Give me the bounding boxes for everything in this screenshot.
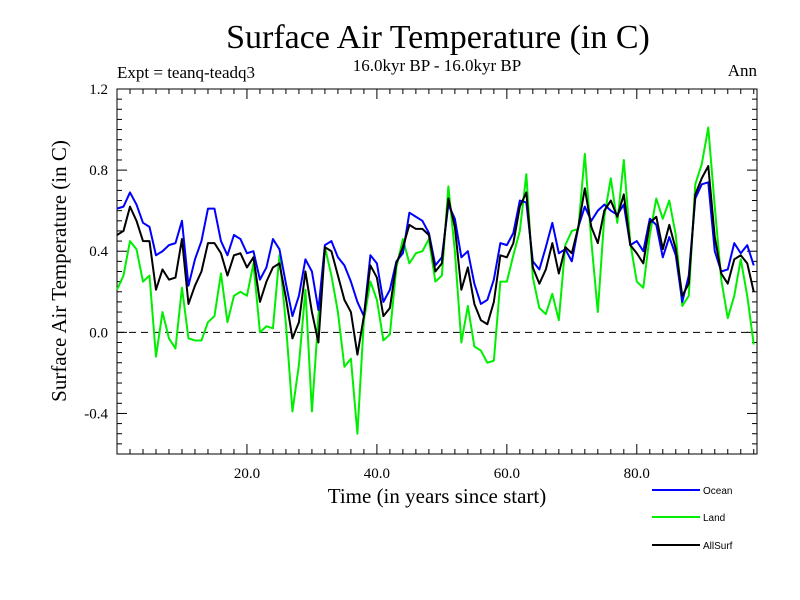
- x-tick-label: 80.0: [624, 466, 650, 482]
- series-line-ocean: [116, 181, 755, 318]
- x-tick-label: 60.0: [494, 466, 520, 482]
- y-tick-label: 0.4: [89, 244, 108, 260]
- x-axis-label: Time (in years since start): [328, 484, 547, 508]
- x-tick-label: 40.0: [364, 466, 390, 482]
- y-tick-label: 1.2: [89, 82, 108, 98]
- y-tick-label: 0.0: [89, 325, 108, 341]
- legend-label-land: Land: [703, 513, 725, 524]
- chart-title: Surface Air Temperature (in C): [226, 19, 650, 56]
- x-tick-label: 20.0: [234, 466, 260, 482]
- chart-subtitle: 16.0kyr BP - 16.0kyr BP: [353, 56, 521, 75]
- y-axis-label: Surface Air Temperature (in C): [47, 140, 71, 402]
- legend-label-ocean: Ocean: [703, 486, 732, 497]
- plot-area: 20.0 40.0 60.0 80.0 -0.4 0.0 0.4 0.8 1.2: [84, 82, 758, 482]
- expt-label: Expt = teanq-teadq3: [117, 63, 255, 82]
- series-line-land: [116, 126, 755, 435]
- legend: Ocean Land AllSurf: [652, 486, 733, 552]
- y-tick-label: 0.8: [89, 163, 108, 179]
- y-tick-label: -0.4: [84, 406, 108, 422]
- period-label: Ann: [728, 61, 758, 80]
- plot-frame: [116, 88, 758, 455]
- series-line-allsurf: [116, 165, 755, 356]
- legend-label-allsurf: AllSurf: [703, 541, 733, 552]
